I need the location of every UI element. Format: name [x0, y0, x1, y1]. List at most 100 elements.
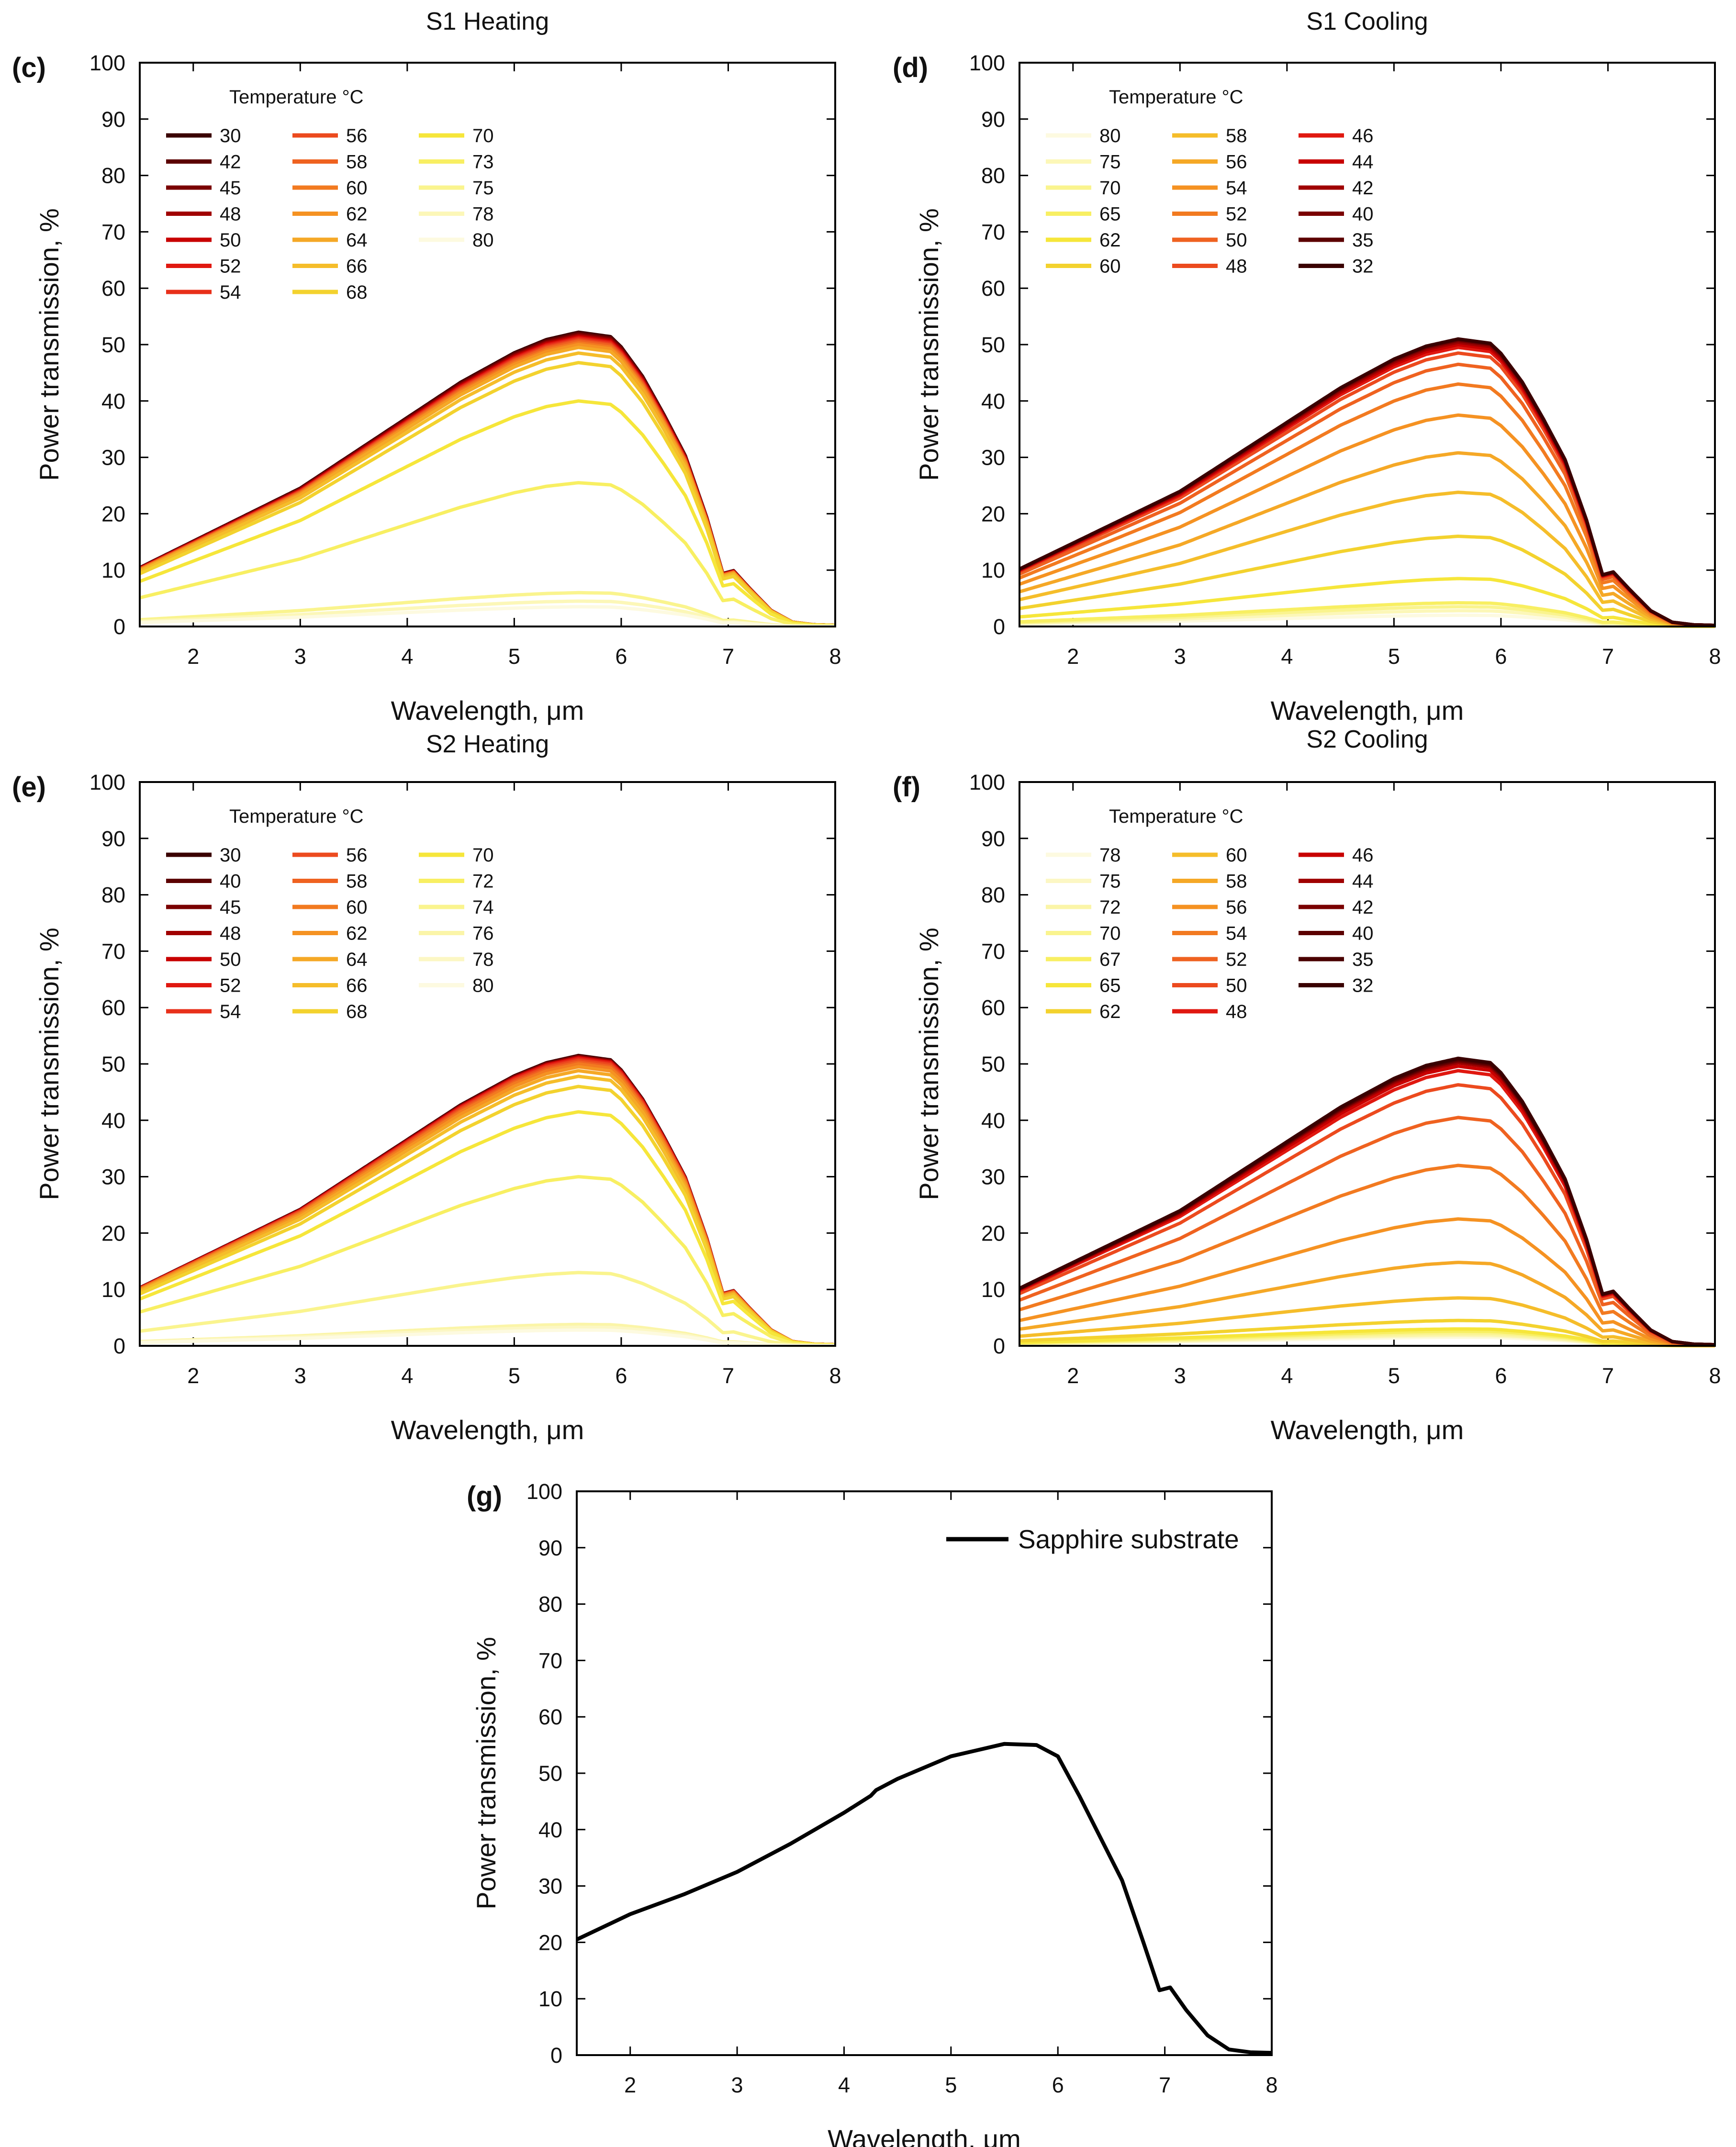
- y-axis-label: Power transmission, %: [914, 928, 944, 1200]
- y-tick-label: 40: [101, 1108, 125, 1133]
- legend-label: 52: [1226, 949, 1247, 970]
- y-tick-label: 0: [993, 1334, 1005, 1358]
- legend-label: 66: [346, 256, 368, 277]
- series-line-72: [139, 1175, 836, 1347]
- panel-label: (f): [893, 772, 920, 803]
- legend: Temperature °C 30 42 45 48 50 52 54 56 58 60 62 64 66…: [166, 87, 494, 303]
- legend-label: 56: [1226, 152, 1247, 173]
- x-tick-label: 4: [1281, 644, 1293, 669]
- y-tick-label: 40: [981, 389, 1005, 414]
- x-tick-label: 8: [1709, 644, 1721, 669]
- legend-label: 60: [1226, 845, 1247, 866]
- legend-label: 62: [346, 204, 368, 225]
- series-line-52: [1019, 382, 1715, 627]
- series-group: [139, 330, 836, 628]
- x-tick-label: 7: [1602, 1364, 1614, 1388]
- x-tick-label: 7: [722, 644, 734, 669]
- legend-label: 44: [1352, 152, 1374, 173]
- x-tick-label: 8: [829, 1364, 841, 1388]
- series-line-65: [1019, 1327, 1715, 1348]
- x-axis-label: Wavelength, μm: [1271, 695, 1464, 726]
- legend-label: 45: [220, 178, 241, 199]
- chart-panel-c: S1 Heating (c) Wavelength, μm Power transmi…: [12, 8, 841, 726]
- legend-label: 42: [1352, 178, 1374, 199]
- legend: Temperature °C 30 40 45 48 50 52 54 56 58 60 62 64 66…: [166, 806, 494, 1022]
- y-tick-label: 70: [981, 939, 1005, 963]
- y-tick-label: 20: [101, 1221, 125, 1245]
- y-tick-label: 0: [993, 615, 1005, 639]
- y-tick-label: 0: [113, 1334, 125, 1358]
- axis-ticks: 0 10 20 30 40 50 60 70 80 90 100 2 3 4 5 6 7 8: [526, 1479, 1278, 2097]
- legend-label: 30: [220, 845, 241, 866]
- series-line-70: [139, 399, 836, 627]
- series-line-56: [1019, 1217, 1715, 1347]
- y-tick-label: 10: [101, 1277, 125, 1302]
- legend-label: 58: [346, 871, 368, 892]
- plot-frame: [1019, 781, 1716, 1347]
- x-tick-label: 3: [731, 2073, 743, 2097]
- y-tick-label: 70: [538, 1648, 562, 1673]
- x-tick-label: 7: [1159, 2073, 1171, 2097]
- x-tick-label: 4: [838, 2073, 850, 2097]
- x-tick-label: 6: [1495, 644, 1507, 669]
- x-tick-label: 8: [829, 644, 841, 669]
- legend-label: 80: [472, 975, 494, 996]
- x-tick-label: 2: [187, 1364, 199, 1388]
- series-line-60: [1019, 1296, 1715, 1348]
- legend-label: 50: [1226, 975, 1247, 996]
- legend-label: 58: [1226, 871, 1247, 892]
- x-tick-label: 2: [187, 644, 199, 669]
- legend-label: 50: [1226, 230, 1247, 251]
- series-line-70: [139, 1110, 836, 1347]
- legend-label: 45: [220, 897, 241, 918]
- legend-label: 54: [1226, 923, 1247, 944]
- legend-label: 80: [472, 230, 494, 251]
- legend-label: 52: [220, 975, 241, 996]
- y-tick-label: 30: [101, 446, 125, 470]
- legend-label: 52: [220, 256, 241, 277]
- y-tick-label: 80: [981, 164, 1005, 188]
- y-tick-label: 40: [981, 1108, 1005, 1133]
- legend-label: 40: [1352, 923, 1374, 944]
- chart-panel-f: S2 Cooling (f) Wavelength, μm Power transmi…: [893, 726, 1721, 1445]
- legend-label: 66: [346, 975, 368, 996]
- y-tick-label: 50: [981, 333, 1005, 357]
- y-tick-label: 60: [981, 276, 1005, 301]
- legend-label: 35: [1352, 230, 1374, 251]
- legend-label: 48: [1226, 256, 1247, 277]
- chart-title: S1 Cooling: [1306, 8, 1428, 35]
- y-tick-label: 40: [538, 1818, 562, 1842]
- y-tick-label: 100: [969, 770, 1005, 794]
- legend-label: 65: [1099, 204, 1121, 225]
- series-line-75: [139, 591, 835, 628]
- legend-label: 46: [1352, 845, 1374, 866]
- x-axis-label: Wavelength, μm: [391, 1415, 584, 1445]
- y-tick-label: 10: [538, 1987, 562, 2011]
- y-tick-label: 90: [101, 827, 125, 851]
- legend-label: 64: [346, 949, 368, 970]
- legend-label: 56: [346, 125, 368, 146]
- legend-label: 76: [472, 923, 494, 944]
- legend-label: 46: [1352, 125, 1374, 146]
- y-tick-label: 60: [981, 995, 1005, 1020]
- x-tick-label: 3: [1174, 644, 1186, 669]
- x-tick-label: 6: [1495, 1364, 1507, 1388]
- y-tick-label: 60: [101, 276, 125, 301]
- y-axis-label: Power transmission, %: [471, 1637, 501, 1910]
- panel-label: (d): [893, 52, 928, 83]
- legend-label: 42: [1352, 897, 1374, 918]
- legend-label: 40: [220, 871, 241, 892]
- x-tick-label: 6: [1052, 2073, 1064, 2097]
- x-tick-label: 3: [294, 644, 306, 669]
- legend-label: 64: [346, 230, 368, 251]
- legend-label: 60: [1099, 256, 1121, 277]
- y-axis-label: Power transmission, %: [34, 208, 64, 481]
- legend-label: 50: [220, 230, 241, 251]
- y-axis-label: Power transmission, %: [34, 928, 64, 1200]
- chart-title: S1 Heating: [426, 8, 549, 35]
- plot-frame: [576, 1490, 1273, 2056]
- legend-label: 58: [346, 152, 368, 173]
- legend-label: 40: [1352, 204, 1374, 225]
- legend-label: 72: [1099, 897, 1121, 918]
- y-tick-label: 100: [526, 1479, 562, 1504]
